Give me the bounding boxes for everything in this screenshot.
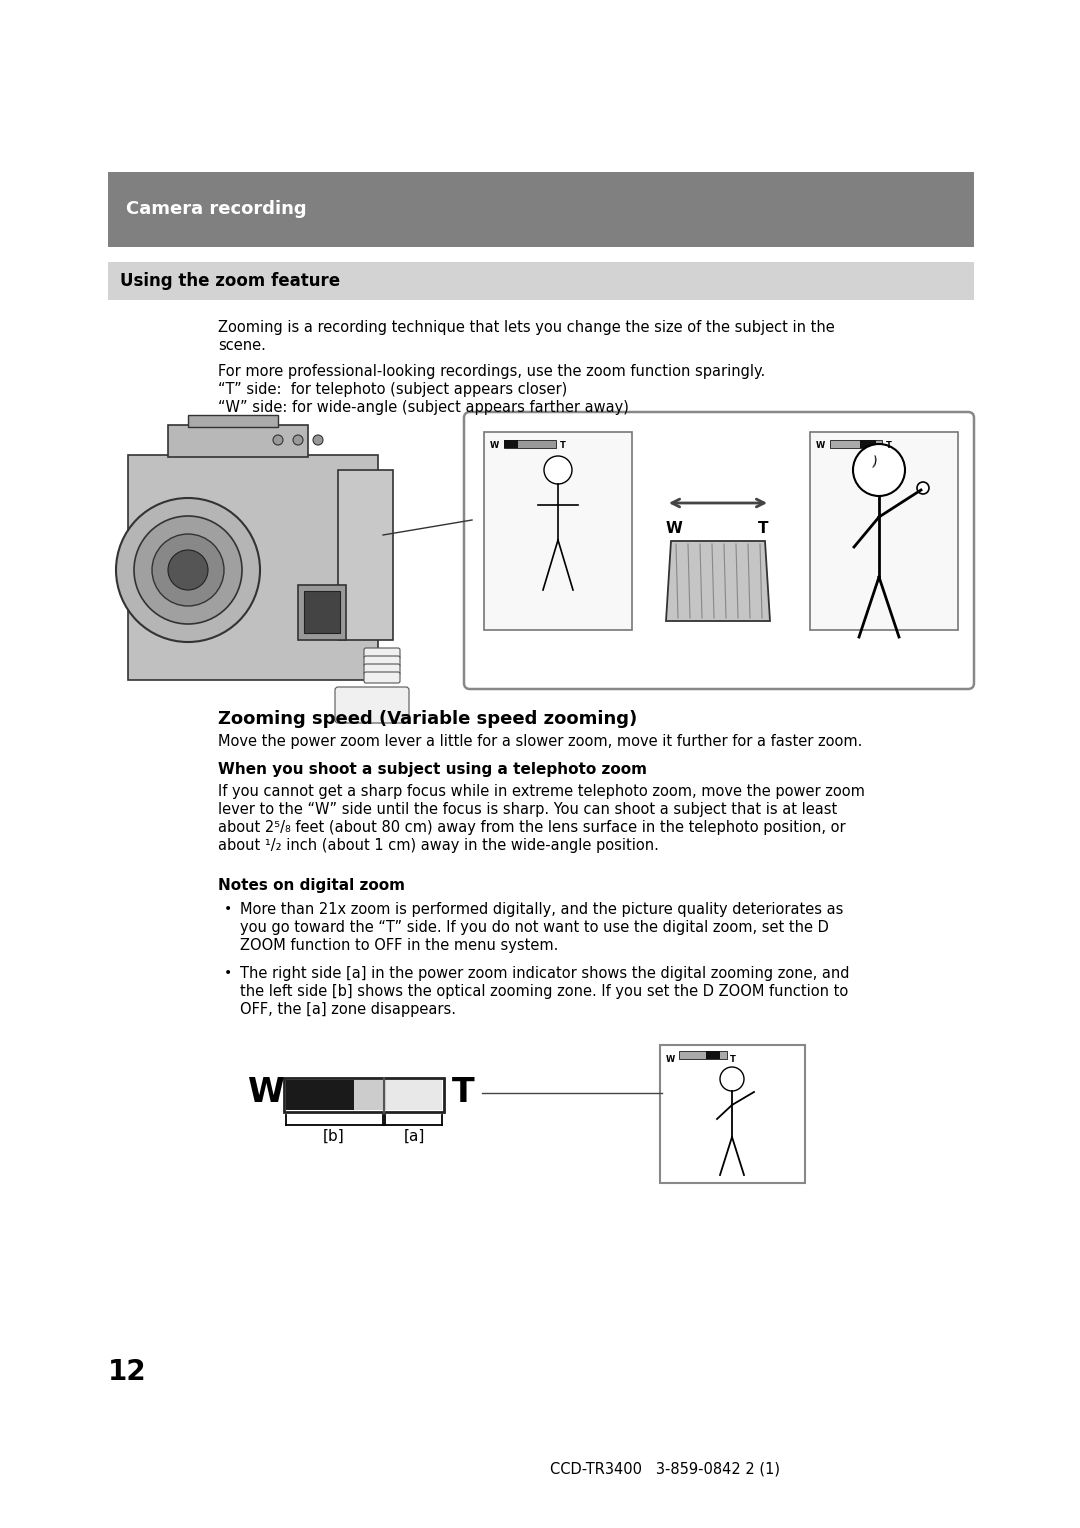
FancyBboxPatch shape: [364, 648, 400, 659]
Text: lever to the “W” side until the focus is sharp. You can shoot a subject that is : lever to the “W” side until the focus is…: [218, 802, 837, 817]
Polygon shape: [129, 455, 378, 680]
Text: •: •: [224, 902, 232, 915]
Circle shape: [544, 455, 572, 484]
Text: Zooming is a recording technique that lets you change the size of the subject in: Zooming is a recording technique that le…: [218, 319, 835, 335]
Text: When you shoot a subject using a telephoto zoom: When you shoot a subject using a telepho…: [218, 762, 647, 778]
Text: T: T: [758, 521, 769, 536]
Bar: [831, 440, 882, 448]
Text: CCD-TR3400   3-859-0842 2 (1): CCD-TR3400 3-859-0842 2 (1): [550, 1462, 780, 1478]
Bar: [386, 1080, 442, 1109]
Circle shape: [293, 435, 303, 445]
Text: you go toward the “T” side. If you do not want to use the digital zoom, set the : you go toward the “T” side. If you do no…: [240, 920, 828, 935]
Circle shape: [134, 516, 242, 623]
Bar: [679, 1051, 727, 1059]
Text: T: T: [730, 1054, 735, 1063]
Bar: [706, 1051, 720, 1059]
Text: If you cannot get a sharp focus while in extreme telephoto zoom, move the power : If you cannot get a sharp focus while in…: [218, 784, 865, 799]
Text: scene.: scene.: [218, 338, 266, 353]
Text: W: W: [666, 521, 683, 536]
Text: More than 21x zoom is performed digitally, and the picture quality deteriorates : More than 21x zoom is performed digitall…: [240, 902, 843, 917]
Circle shape: [168, 550, 208, 590]
Bar: [108, 261, 974, 299]
Bar: [286, 1080, 354, 1109]
Circle shape: [917, 481, 929, 494]
Text: ZOOM function to OFF in the menu system.: ZOOM function to OFF in the menu system.: [240, 938, 558, 953]
Text: T: T: [886, 442, 892, 451]
Text: “T” side:  for telephoto (subject appears closer): “T” side: for telephoto (subject appears…: [218, 382, 567, 397]
Text: W: W: [490, 442, 499, 451]
Bar: [484, 432, 632, 630]
Text: The right side [a] in the power zoom indicator shows the digital zooming zone, a: The right side [a] in the power zoom ind…: [240, 966, 850, 981]
Text: Notes on digital zoom: Notes on digital zoom: [218, 879, 405, 892]
Text: about 2⁵/₈ feet (about 80 cm) away from the lens surface in the telephoto positi: about 2⁵/₈ feet (about 80 cm) away from …: [218, 821, 846, 834]
Bar: [504, 440, 556, 448]
Text: [b]: [b]: [323, 1129, 345, 1144]
FancyBboxPatch shape: [464, 413, 974, 689]
FancyBboxPatch shape: [364, 656, 400, 668]
Text: [a]: [a]: [403, 1129, 424, 1144]
Text: Camera recording: Camera recording: [126, 200, 307, 219]
Text: Using the zoom feature: Using the zoom feature: [120, 272, 340, 290]
Circle shape: [853, 445, 905, 497]
Bar: [860, 440, 876, 448]
Text: For more professional-looking recordings, use the zoom function sparingly.: For more professional-looking recordings…: [218, 364, 766, 379]
FancyBboxPatch shape: [364, 672, 400, 683]
Text: W: W: [248, 1077, 285, 1109]
Bar: [660, 1045, 805, 1183]
Bar: [504, 440, 518, 448]
Polygon shape: [666, 541, 770, 620]
FancyBboxPatch shape: [335, 688, 409, 723]
Bar: [354, 1080, 386, 1109]
Bar: [284, 1077, 444, 1112]
Text: •: •: [224, 966, 232, 979]
Text: “W” side: for wide-angle (subject appears farther away): “W” side: for wide-angle (subject appear…: [218, 400, 629, 416]
Bar: [298, 585, 346, 640]
Text: the left side [b] shows the optical zooming zone. If you set the D ZOOM function: the left side [b] shows the optical zoom…: [240, 984, 848, 999]
Text: Move the power zoom lever a little for a slower zoom, move it further for a fast: Move the power zoom lever a little for a…: [218, 733, 862, 749]
Text: T: T: [561, 442, 566, 451]
Text: about ¹/₂ inch (about 1 cm) away in the wide-angle position.: about ¹/₂ inch (about 1 cm) away in the …: [218, 837, 659, 853]
Text: OFF, the [a] zone disappears.: OFF, the [a] zone disappears.: [240, 1002, 456, 1018]
Bar: [303, 591, 340, 633]
Text: T: T: [453, 1077, 474, 1109]
Text: Zooming speed (Variable speed zooming): Zooming speed (Variable speed zooming): [218, 711, 637, 727]
Bar: [338, 471, 393, 640]
Circle shape: [313, 435, 323, 445]
Circle shape: [273, 435, 283, 445]
Circle shape: [152, 533, 224, 607]
Circle shape: [116, 498, 260, 642]
Bar: [188, 416, 278, 426]
FancyBboxPatch shape: [364, 665, 400, 675]
Text: ): ): [870, 455, 879, 469]
Bar: [108, 173, 974, 248]
Text: W: W: [816, 442, 825, 451]
Bar: [810, 432, 958, 630]
Text: W: W: [666, 1054, 675, 1063]
Polygon shape: [168, 425, 308, 457]
Circle shape: [720, 1067, 744, 1091]
Text: 12: 12: [108, 1358, 147, 1386]
